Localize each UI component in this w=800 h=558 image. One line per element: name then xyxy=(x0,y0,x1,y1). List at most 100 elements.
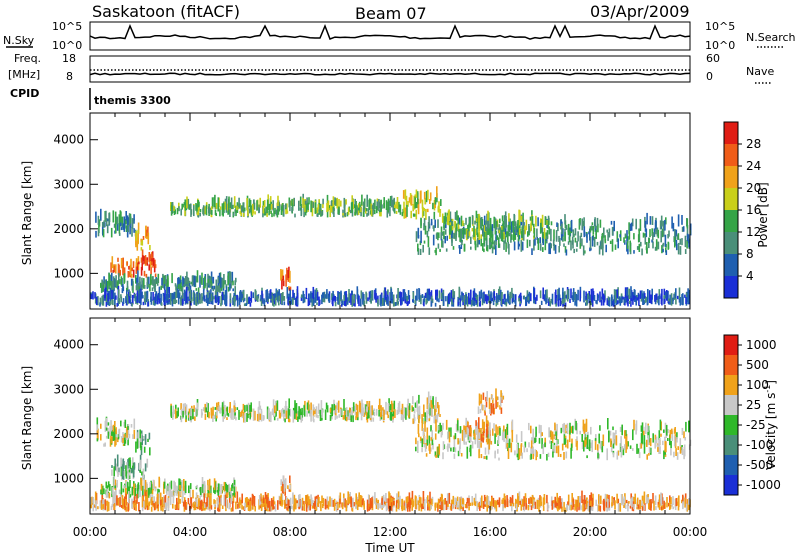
velocity-band-7-cell xyxy=(683,431,685,439)
power-band-10-cell xyxy=(560,300,563,305)
power-band-1-cell xyxy=(141,263,143,271)
velocity-band-4-cell xyxy=(312,409,315,417)
power-band-8-cell xyxy=(601,232,604,239)
power-band-10-cell xyxy=(667,290,669,301)
power-band-8-cell xyxy=(628,222,630,234)
power-band-8-cell xyxy=(491,228,494,237)
power-band-4-cell xyxy=(219,206,222,210)
velocity-band-3-cell xyxy=(118,489,121,494)
power-band-5-cell xyxy=(294,213,296,218)
power-band-5-cell xyxy=(336,197,338,209)
power-band-10-cell xyxy=(321,294,323,305)
velocity-band-7-cell xyxy=(503,425,505,433)
velocity-band-7-cell xyxy=(613,432,616,445)
velocity-band-10-cell xyxy=(374,492,376,504)
velocity-band-10-cell xyxy=(380,501,383,509)
velocity-band-4-cell xyxy=(401,403,404,415)
power-band-9-cell xyxy=(480,234,482,239)
power-band-10-cell xyxy=(168,298,171,302)
velocity-band-10-cell xyxy=(92,499,94,512)
power-band-10-cell xyxy=(300,296,303,301)
power-band-10-cell xyxy=(403,289,406,300)
power-band-5-cell xyxy=(363,201,365,210)
power-band-3-cell xyxy=(104,280,106,287)
velocity-band-4-cell xyxy=(205,407,207,413)
power-band-10-cell xyxy=(436,295,438,302)
power-band-1-cell xyxy=(112,269,114,273)
power-band-9-cell xyxy=(441,213,444,223)
velocity-band-10-cell xyxy=(599,505,602,512)
power-band-8-cell xyxy=(560,219,562,226)
power-band-9-cell xyxy=(489,229,491,243)
power-band-3-cell xyxy=(113,279,115,291)
velocity-band-10-cell xyxy=(300,499,303,509)
power-band-1-cell xyxy=(135,262,138,267)
velocity-band-7-cell xyxy=(625,436,627,449)
velocity-band-7-cell xyxy=(557,439,559,445)
power-band-9-cell xyxy=(455,223,458,232)
velocity-band-10-cell xyxy=(198,498,200,506)
velocity-band-4-cell xyxy=(363,411,365,416)
power-band-3-cell xyxy=(196,270,199,283)
velocity-band-4-cell xyxy=(177,407,179,417)
power-band-5-cell xyxy=(326,203,328,213)
velocity-band-10-cell xyxy=(146,505,149,511)
power-band-10-cell xyxy=(166,286,169,300)
velocity-band-4-cell xyxy=(346,410,349,420)
power-band-10-cell xyxy=(104,288,106,301)
power-band-1-cell xyxy=(143,256,145,262)
velocity-band-7-cell xyxy=(485,455,488,460)
power-band-8-cell xyxy=(580,232,583,238)
power-band-4-cell xyxy=(173,205,175,211)
velocity-band-10-cell xyxy=(225,498,228,509)
velocity-band-4-cell xyxy=(310,409,312,422)
power-band-9-cell xyxy=(455,231,457,241)
power-band-8-cell xyxy=(423,240,426,244)
velocity-band-4-cell xyxy=(283,410,285,421)
power-band-3-cell xyxy=(108,273,110,286)
velocity-band-10-cell xyxy=(653,500,655,511)
power-band-9-cell xyxy=(493,216,495,229)
velocity-band-10-cell xyxy=(390,502,393,511)
velocity-band-10-cell xyxy=(540,501,543,506)
power-band-9-cell xyxy=(519,210,521,221)
power-band-10-cell xyxy=(250,291,253,303)
velocity-band-4-cell xyxy=(262,415,265,421)
power-band-3-cell xyxy=(115,275,117,287)
velocity-band-7-cell xyxy=(436,446,439,458)
power-band-10-cell xyxy=(562,292,564,299)
power-band-3-cell xyxy=(163,275,166,284)
velocity-band-7-cell xyxy=(553,434,556,440)
velocity-band-10-cell xyxy=(590,492,593,505)
velocity-band-4-cell xyxy=(345,416,348,422)
power-band-7-cell xyxy=(427,189,429,201)
velocity-band-7-cell xyxy=(461,429,464,441)
velocity-band-7-cell xyxy=(594,439,597,450)
power-band-9-cell xyxy=(478,223,480,231)
power-band-8-cell xyxy=(458,245,461,249)
power-band-5-cell xyxy=(376,201,378,210)
power-band-5-cell xyxy=(362,207,365,212)
velocity-band-4-cell xyxy=(319,415,322,421)
power-band-8-cell xyxy=(602,245,604,256)
velocity-band-10-cell xyxy=(174,504,177,509)
power-band-0-cell xyxy=(129,224,131,235)
power-band-4-cell xyxy=(199,212,201,217)
power-band-10-cell xyxy=(489,294,491,304)
freq-trace xyxy=(89,72,691,76)
power-band-10-cell xyxy=(158,286,161,299)
velocity-band-10-cell xyxy=(251,493,254,506)
velocity-band-9-cell xyxy=(484,405,486,413)
power-band-10-cell xyxy=(596,300,598,305)
power-band-10-cell xyxy=(503,301,506,305)
power-band-9-cell xyxy=(457,215,459,225)
velocity-band-10-cell xyxy=(177,503,180,509)
power-band-5-cell xyxy=(308,197,310,205)
power-band-8-cell xyxy=(652,241,654,249)
power-band-3-cell xyxy=(210,280,212,284)
velocity-band-7-cell xyxy=(552,449,554,458)
power-band-1-cell xyxy=(150,267,152,275)
power-band-10-cell xyxy=(685,292,688,300)
power-band-3-cell xyxy=(160,285,162,290)
velocity-band-10-cell xyxy=(200,501,202,509)
